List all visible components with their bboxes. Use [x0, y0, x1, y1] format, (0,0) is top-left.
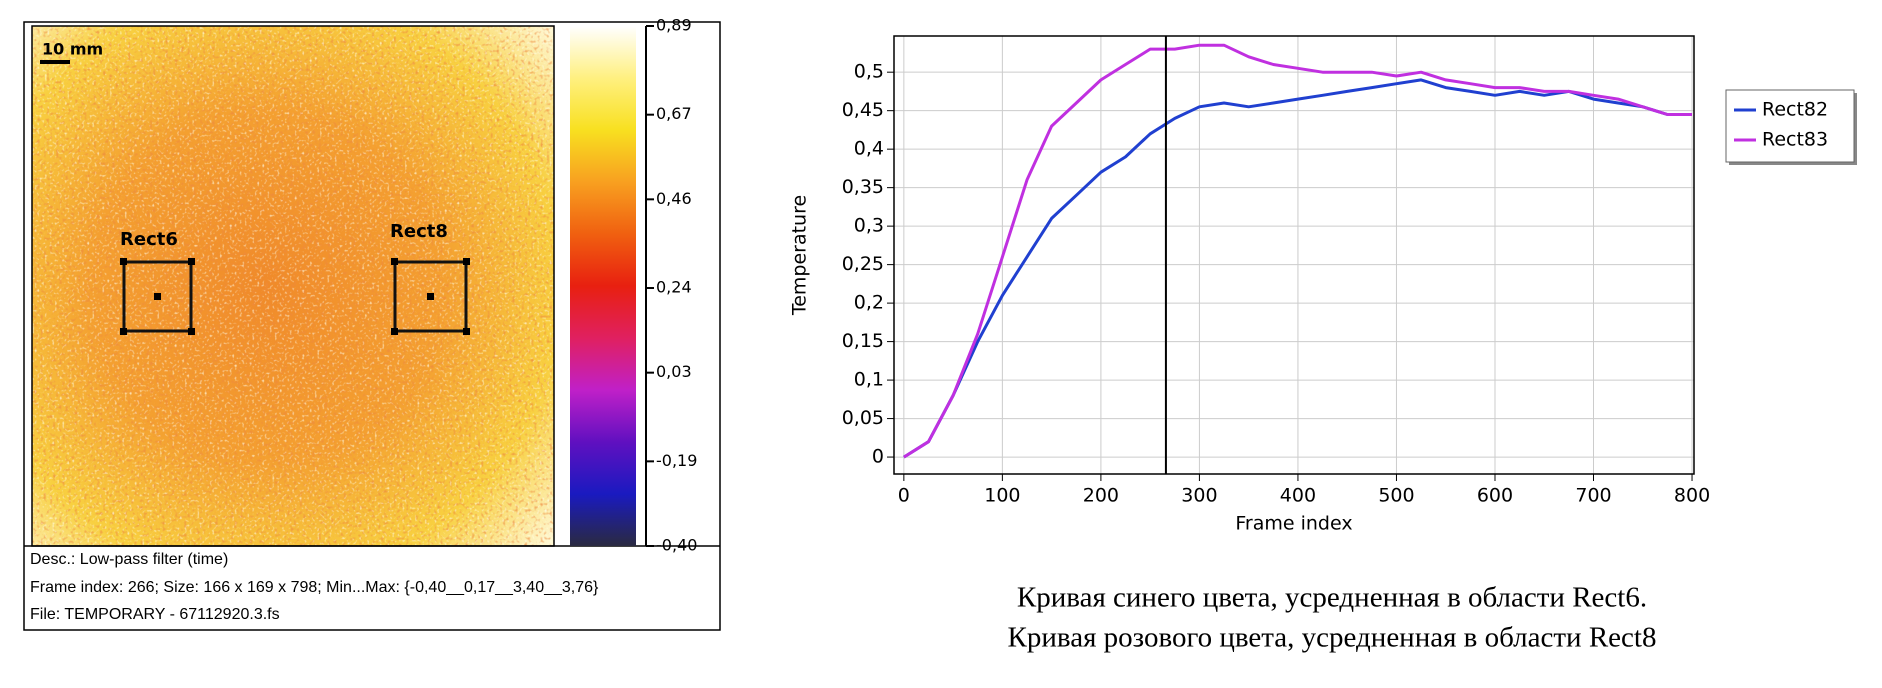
- series-line: [903, 43, 1692, 459]
- region-label: Rect6: [120, 229, 178, 250]
- y-tick-label: 0,45: [842, 99, 884, 121]
- region-rect6: [120, 258, 195, 335]
- legend-label: Rect82: [1762, 99, 1828, 121]
- info-line: File: TEMPORARY - 67112920.3.fs: [30, 606, 280, 623]
- legend-label: Rect83: [1762, 129, 1828, 151]
- y-axis-label: Temperature: [789, 195, 811, 316]
- y-tick-label: 0: [872, 446, 884, 468]
- thermal-noise: [32, 26, 554, 546]
- y-tick-label: 0,35: [842, 176, 884, 198]
- x-tick-label: 100: [984, 485, 1020, 507]
- colorbar-tick-label: -0,19: [656, 451, 697, 470]
- y-tick-label: 0,05: [842, 407, 884, 429]
- plot-area: [894, 36, 1694, 474]
- colorbar-tick-label: 0,03: [656, 362, 692, 381]
- legend: [1725, 89, 1855, 163]
- x-tick-label: 700: [1575, 485, 1611, 507]
- y-tick-label: 0,5: [854, 61, 884, 83]
- y-tick-label: 0,4: [854, 138, 884, 160]
- colorbar-tick-label: 0,24: [656, 278, 692, 297]
- x-axis-label: Frame index: [1235, 513, 1352, 535]
- colorbar-tick-label: 0,67: [656, 104, 692, 123]
- colorbar: [570, 26, 636, 546]
- colorbar-tick-label: -0,40: [656, 536, 697, 555]
- region-rect8: [391, 258, 470, 335]
- x-tick-label: 200: [1083, 485, 1119, 507]
- x-tick-label: 800: [1674, 485, 1710, 507]
- caption: Кривая розового цвета, усредненная в обл…: [1008, 622, 1657, 654]
- x-tick-label: 300: [1181, 485, 1217, 507]
- region-label: Rect8: [390, 221, 448, 242]
- colorbar-tick-label: 0,89: [656, 16, 692, 35]
- scale-label: 10 mm: [42, 40, 103, 59]
- info-line: Desc.: Low-pass filter (time): [30, 551, 228, 568]
- x-tick-label: 500: [1378, 485, 1414, 507]
- info-line: Frame index: 266; Size: 166 x 169 x 798;…: [30, 579, 599, 596]
- caption: Кривая синего цвета, усредненная в облас…: [1017, 582, 1647, 614]
- x-tick-label: 0: [898, 485, 910, 507]
- panel-frame: [23, 21, 721, 631]
- y-tick-label: 0,15: [842, 330, 884, 352]
- y-tick-label: 0,2: [854, 292, 884, 314]
- y-tick-label: 0,25: [842, 253, 884, 275]
- colorbar-tick-label: 0,46: [656, 189, 692, 208]
- x-tick-label: 600: [1477, 485, 1513, 507]
- y-tick-label: 0,1: [854, 369, 884, 391]
- x-tick-label: 400: [1280, 485, 1316, 507]
- plot-frame: [893, 35, 1695, 475]
- y-tick-label: 0,3: [854, 215, 884, 237]
